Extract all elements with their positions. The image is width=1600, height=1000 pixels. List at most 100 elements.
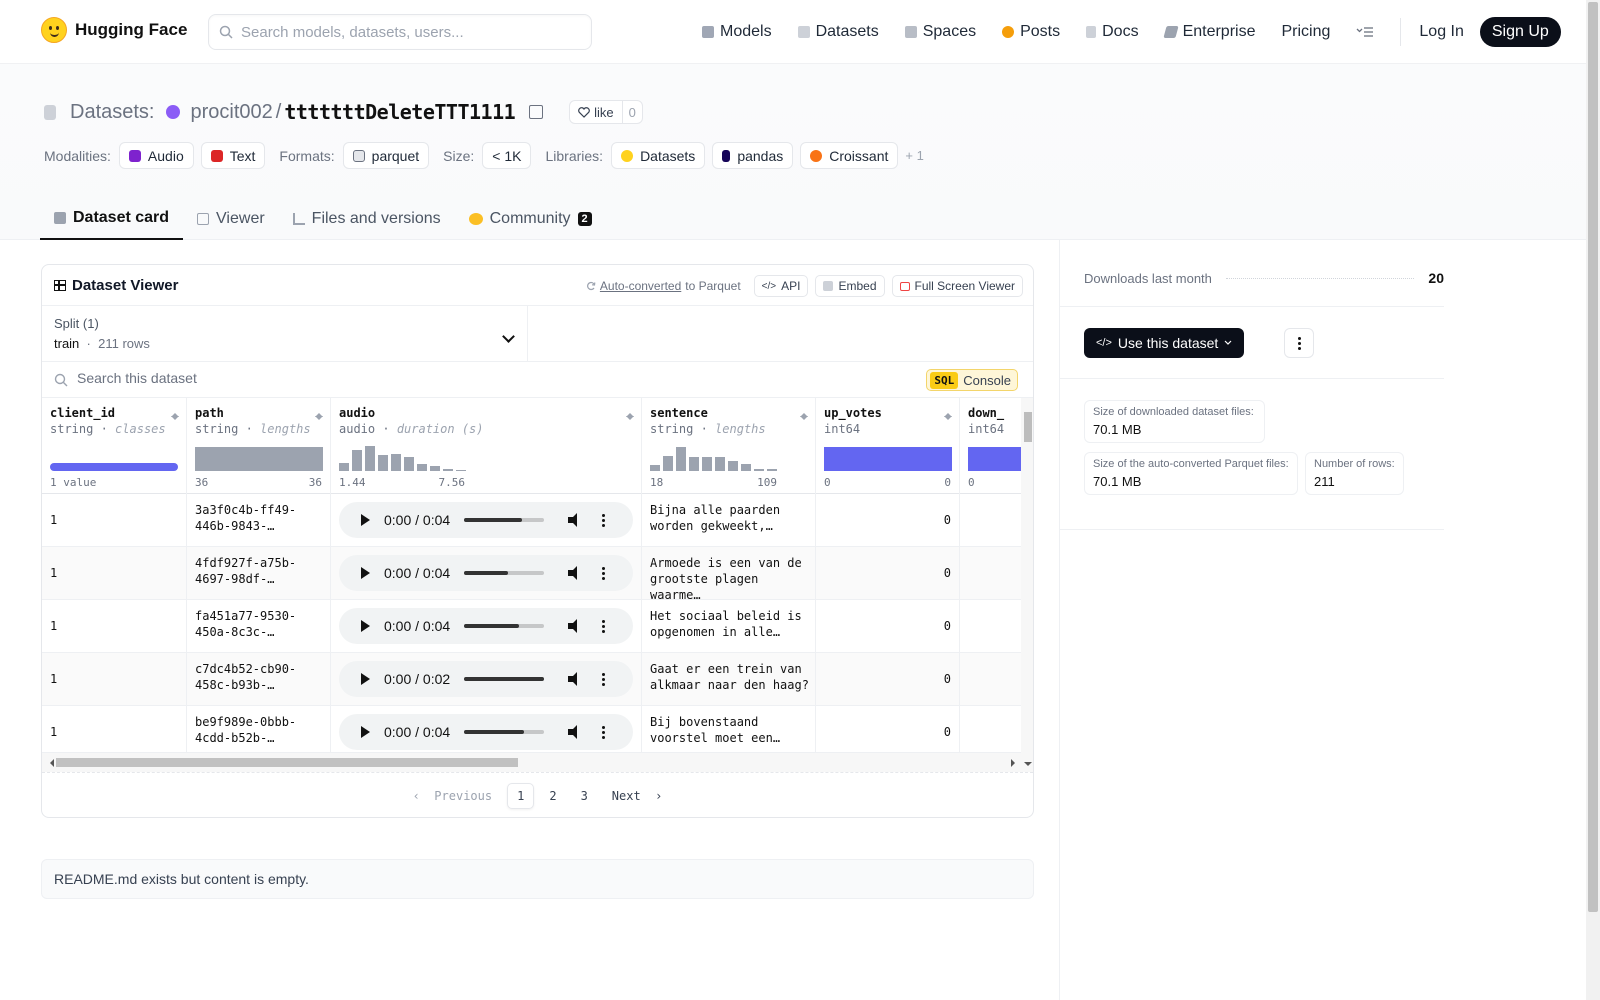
more-tags[interactable]: + 1	[905, 148, 924, 163]
dataset-search-input[interactable]	[77, 370, 677, 386]
page-1-button[interactable]: 1	[507, 782, 535, 809]
tag-audio[interactable]: Audio	[118, 142, 194, 169]
column-header[interactable]: down_ int64 0	[960, 398, 1021, 494]
more-options-button[interactable]	[1284, 328, 1314, 358]
sql-console-button[interactable]: SQL Console	[926, 369, 1018, 391]
length-histogram[interactable]	[650, 445, 778, 471]
tag-text[interactable]: Text	[200, 142, 266, 169]
table-cell[interactable]: Het sociaal beleid is opgenomen in alle…	[642, 600, 815, 653]
page-2-button[interactable]: 2	[549, 788, 557, 803]
auto-converted-link[interactable]: Auto-converted	[599, 279, 682, 293]
use-this-dataset-button[interactable]: </> Use this dataset	[1084, 328, 1245, 358]
table-cell[interactable]: 0	[816, 494, 959, 547]
table-cell[interactable]: Gaat er een trein van alkmaar naar den ha…	[642, 653, 815, 706]
table-cell[interactable]: Bij bovenstaand voorstel moet een…	[642, 706, 815, 759]
audio-player[interactable]: 0:00 / 0:04	[339, 502, 633, 538]
value-histogram-bar[interactable]	[824, 447, 952, 471]
play-icon[interactable]	[361, 673, 370, 685]
table-cell[interactable]: 1	[42, 494, 186, 547]
table-cell[interactable]: 1	[42, 547, 186, 600]
sort-icon[interactable]	[171, 409, 179, 421]
play-icon[interactable]	[361, 567, 370, 579]
value-histogram-bar[interactable]	[968, 447, 1021, 471]
table-cell[interactable]	[960, 600, 1021, 653]
volume-icon[interactable]	[568, 566, 582, 580]
sort-icon[interactable]	[800, 409, 808, 421]
sort-icon[interactable]	[626, 409, 634, 421]
more-options-icon[interactable]	[602, 672, 606, 686]
global-search[interactable]	[208, 14, 592, 50]
section-link[interactable]: Datasets:	[70, 100, 155, 123]
table-cell[interactable]: c7dc4b52-cb90- 458c-b93b-…	[187, 653, 330, 706]
next-page-button[interactable]: Next ›	[611, 788, 663, 803]
table-cell[interactable]: 1	[42, 653, 186, 706]
table-cell[interactable]	[960, 494, 1021, 547]
play-icon[interactable]	[361, 726, 370, 738]
nav-datasets[interactable]: Datasets	[797, 17, 879, 47]
tag-parquet[interactable]: parquet	[342, 142, 430, 169]
tab-viewer[interactable]: Viewer	[183, 198, 279, 240]
scrollbar-thumb[interactable]	[1588, 2, 1598, 912]
more-options-icon[interactable]	[602, 619, 606, 633]
sort-icon[interactable]	[315, 409, 323, 421]
tab-dataset-card[interactable]: Dataset card	[40, 198, 184, 240]
audio-player[interactable]: 0:00 / 0:04	[339, 714, 633, 750]
nav-more-menu[interactable]	[1356, 17, 1374, 47]
more-options-icon[interactable]	[602, 566, 606, 580]
more-options-icon[interactable]	[602, 513, 606, 527]
signup-button[interactable]: Sign Up	[1479, 17, 1561, 47]
split-selector[interactable]: Split (1) train · 211 rows	[42, 306, 528, 362]
table-cell[interactable]: 0	[816, 547, 959, 600]
column-header[interactable]: path string · lengths 36 36	[187, 398, 330, 494]
copy-icon[interactable]	[529, 105, 544, 119]
volume-icon[interactable]	[568, 619, 582, 633]
tab-community[interactable]: Community 2	[455, 198, 606, 240]
tag-pandas[interactable]: pandas	[712, 142, 794, 169]
login-link[interactable]: Log In	[1419, 23, 1464, 40]
play-icon[interactable]	[361, 514, 370, 526]
audio-player[interactable]: 0:00 / 0:04	[339, 555, 633, 591]
table-cell[interactable]: Armoede is een van de grootste plagen waa…	[642, 547, 815, 602]
length-histogram-bar[interactable]	[195, 447, 323, 471]
page-scrollbar[interactable]	[1586, 0, 1600, 1000]
scrollbar-thumb[interactable]	[56, 758, 518, 767]
scroll-left-arrow-icon[interactable]	[46, 759, 54, 767]
play-icon[interactable]	[361, 620, 370, 632]
page-3-button[interactable]: 3	[580, 788, 588, 803]
duration-histogram[interactable]	[339, 445, 467, 471]
fullscreen-viewer-button[interactable]: Full Screen Viewer	[891, 275, 1023, 297]
search-input[interactable]	[241, 23, 571, 41]
column-header[interactable]: client_id string · classes 1 value	[42, 398, 186, 494]
audio-player[interactable]: 0:00 / 0:02	[339, 661, 633, 697]
more-options-icon[interactable]	[602, 725, 606, 739]
column-header[interactable]: up_votes int64 0 0	[816, 398, 959, 494]
tag-size[interactable]: < 1K	[482, 142, 532, 169]
scrollbar-thumb[interactable]	[1024, 412, 1032, 442]
brand-logo[interactable]: Hugging Face	[41, 17, 187, 43]
volume-icon[interactable]	[568, 513, 582, 527]
table-cell[interactable]: 0	[816, 653, 959, 706]
audio-seek-bar[interactable]	[464, 624, 545, 628]
nav-pricing[interactable]: Pricing	[1281, 17, 1330, 47]
audio-seek-bar[interactable]	[464, 730, 545, 734]
nav-spaces[interactable]: Spaces	[904, 17, 976, 47]
tab-files[interactable]: Files and versions	[279, 198, 455, 240]
like-button[interactable]: like	[570, 101, 623, 123]
embed-button[interactable]: Embed	[815, 275, 885, 297]
nav-posts[interactable]: Posts	[1002, 17, 1060, 47]
class-bar[interactable]	[50, 463, 178, 471]
nav-docs[interactable]: Docs	[1086, 17, 1139, 47]
owner-link[interactable]: procit002	[190, 100, 273, 123]
api-button[interactable]: </> API	[753, 275, 809, 297]
table-cell[interactable]: fa451a77-9530- 450a-8c3c-…	[187, 600, 330, 653]
nav-models[interactable]: Models	[702, 17, 772, 47]
column-header[interactable]: sentence string · lengths 18 109	[642, 398, 815, 494]
previous-page-button[interactable]: ‹ Previous	[412, 788, 493, 803]
table-vertical-scrollbar[interactable]	[1021, 398, 1033, 772]
tag-datasets-lib[interactable]: Datasets	[611, 142, 706, 169]
table-cell[interactable]: 1	[42, 600, 186, 653]
volume-icon[interactable]	[568, 672, 582, 686]
nav-enterprise[interactable]: Enterprise	[1162, 17, 1255, 47]
table-horizontal-scrollbar[interactable]	[42, 752, 1021, 772]
audio-seek-bar[interactable]	[464, 571, 545, 575]
